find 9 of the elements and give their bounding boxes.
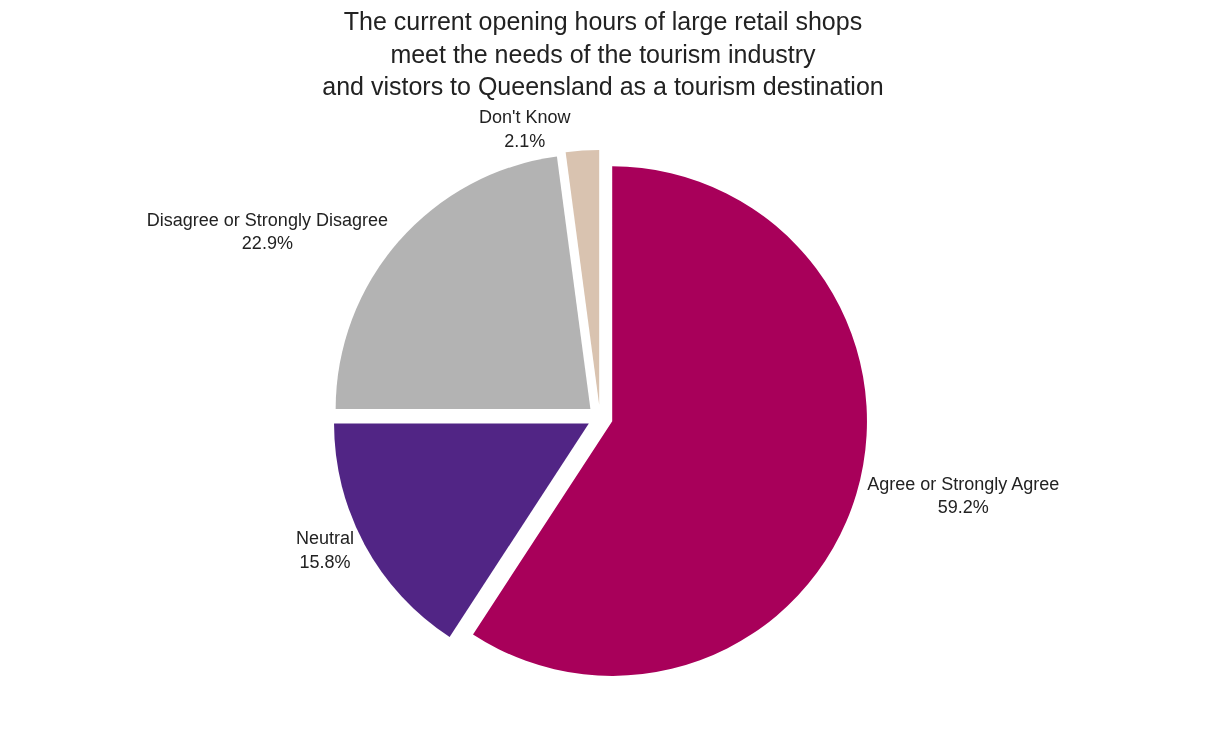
data-label: 22.9% — [241, 233, 293, 254]
slice-label: Disagree or Strongly Disagree — [146, 210, 388, 231]
data-label: 15.8% — [299, 551, 351, 572]
data-label: 59.2% — [937, 497, 989, 518]
slice-label: Neutral — [295, 528, 354, 549]
data-label: 2.1% — [504, 130, 546, 151]
slice-label: Don't Know — [479, 107, 572, 128]
slice-label: Agree or Strongly Agree — [867, 473, 1060, 494]
chart-title: The current opening hours of large retail shops meet the needs of the tourism industry and vistors to Queensland as a tourism destination — [322, 7, 884, 101]
